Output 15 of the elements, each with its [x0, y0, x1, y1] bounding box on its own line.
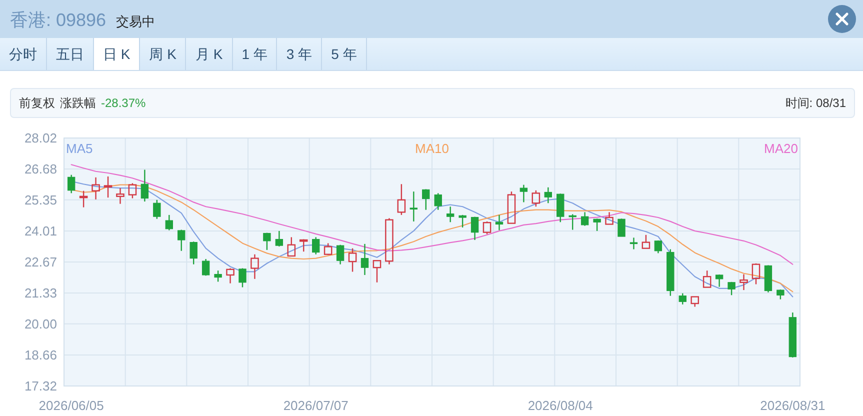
ytick: 24.01 [24, 223, 57, 238]
xtick: 2026/07/07 [283, 398, 348, 413]
ytick: 22.67 [24, 254, 57, 270]
xtick: 2026/08/31 [760, 398, 826, 413]
ytick: 25.35 [24, 192, 57, 208]
ytick: 26.68 [24, 162, 57, 177]
ytick: 21.33 [24, 286, 57, 301]
ytick: 17.32 [24, 378, 57, 394]
xtick: 2026/06/05 [38, 398, 104, 413]
ytick: 20.00 [24, 316, 57, 332]
ytick: 28.02 [24, 130, 57, 146]
title: 香港: 09896 [10, 10, 106, 30]
xtick: 2026/08/04 [528, 398, 593, 413]
subtitle: 交易中 [116, 14, 156, 29]
ytick: 18.66 [24, 347, 57, 362]
